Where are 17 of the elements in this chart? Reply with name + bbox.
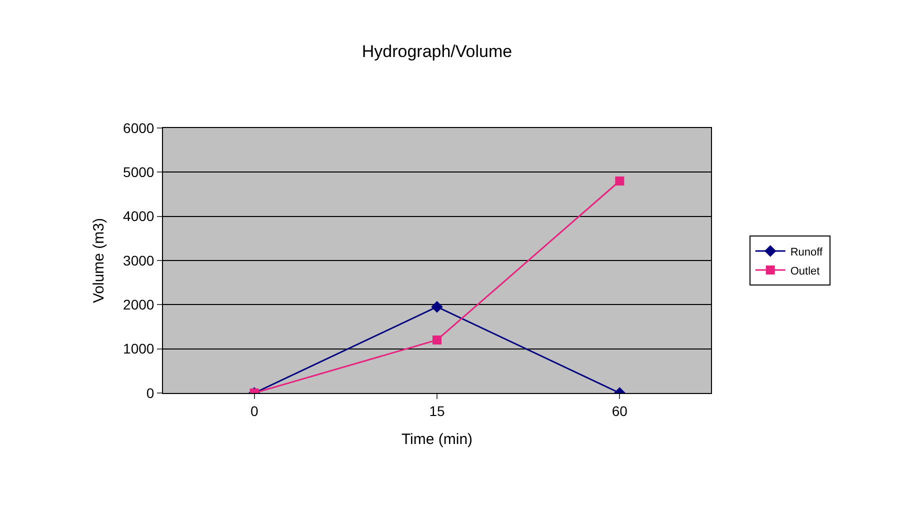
point: [431, 301, 443, 313]
x-tick-label: 15: [429, 402, 445, 419]
x-axis-title: Time (min): [401, 430, 473, 448]
y-tick-label: 1000: [123, 340, 154, 357]
legend-label: Runoff: [790, 246, 824, 258]
y-tick-label: 3000: [123, 252, 154, 268]
y-tick-label: 4000: [123, 208, 154, 224]
point: [615, 176, 624, 186]
y-tick-label: 2000: [123, 296, 154, 313]
y-tick-label: 5000: [123, 164, 154, 180]
chart-title: Hydrograph/Volume: [362, 42, 512, 61]
legend-label: Outlet: [790, 265, 820, 278]
y-tick-label: 0: [146, 384, 154, 401]
x-tick-label: 0: [250, 402, 258, 419]
x-tick-label: 60: [612, 402, 628, 419]
y-axis-title: Volume (m3): [90, 218, 108, 304]
y-tick-label: 6000: [123, 120, 154, 136]
